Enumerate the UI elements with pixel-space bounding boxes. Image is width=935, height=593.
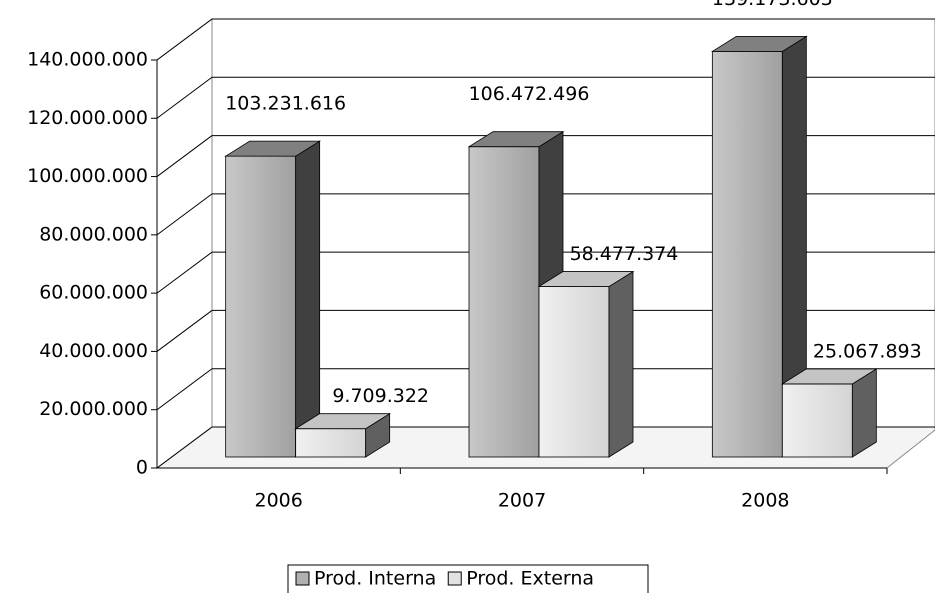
y-tick-label: 0: [136, 457, 148, 479]
bar-front: [295, 428, 367, 458]
bar-top: [710, 36, 808, 52]
bar-front: [538, 286, 610, 458]
bar-top: [537, 271, 635, 287]
value-label: 106.472.496: [469, 83, 590, 105]
x-tick-label: 2008: [741, 490, 789, 512]
legend-swatch: [447, 571, 462, 586]
bar-front: [468, 146, 540, 458]
value-label: 9.709.322: [332, 385, 429, 407]
bar-top: [467, 131, 565, 148]
grid-line-side: [156, 135, 213, 177]
bar-top: [294, 413, 392, 430]
grid-line-side: [156, 310, 213, 352]
bar-side: [295, 140, 321, 458]
bar-front: [781, 383, 853, 458]
grid-line-side: [156, 251, 213, 294]
y-tick-label: 100.000.000: [27, 165, 148, 187]
legend-box: [287, 564, 649, 593]
grid-line-side: [156, 368, 213, 411]
value-label: 103.231.616: [225, 93, 346, 115]
legend-swatch: [295, 571, 310, 586]
bar-top: [780, 368, 878, 385]
legend: Prod. Interna Prod. Externa: [287, 564, 649, 593]
y-tick-label: 20.000.000: [39, 398, 148, 420]
y-tick-label: 140.000.000: [27, 49, 148, 71]
grid-line-side: [156, 76, 213, 119]
side-wall: [156, 18, 213, 469]
value-label: 25.067.893: [813, 340, 922, 362]
grid-line-side: [156, 426, 213, 469]
y-tick-label: 80.000.000: [39, 223, 148, 245]
y-tick-label: 120.000.000: [27, 107, 148, 129]
bar-side: [608, 270, 634, 458]
grid-line-side: [156, 18, 213, 61]
x-tick-label: 2006: [254, 490, 302, 512]
grid-line-side: [156, 193, 213, 236]
y-tick-label: 40.000.000: [39, 340, 148, 362]
value-label: 139.173.603: [712, 0, 833, 10]
legend-label: Prod. Externa: [466, 568, 594, 590]
x-tick-label: 2007: [498, 490, 546, 512]
bar-front: [711, 51, 783, 458]
bar-front: [225, 155, 297, 458]
y-tick-label: 60.000.000: [39, 282, 148, 304]
value-label: 58.477.374: [570, 243, 679, 265]
legend-label: Prod. Interna: [314, 568, 436, 590]
bar-top: [224, 140, 322, 157]
